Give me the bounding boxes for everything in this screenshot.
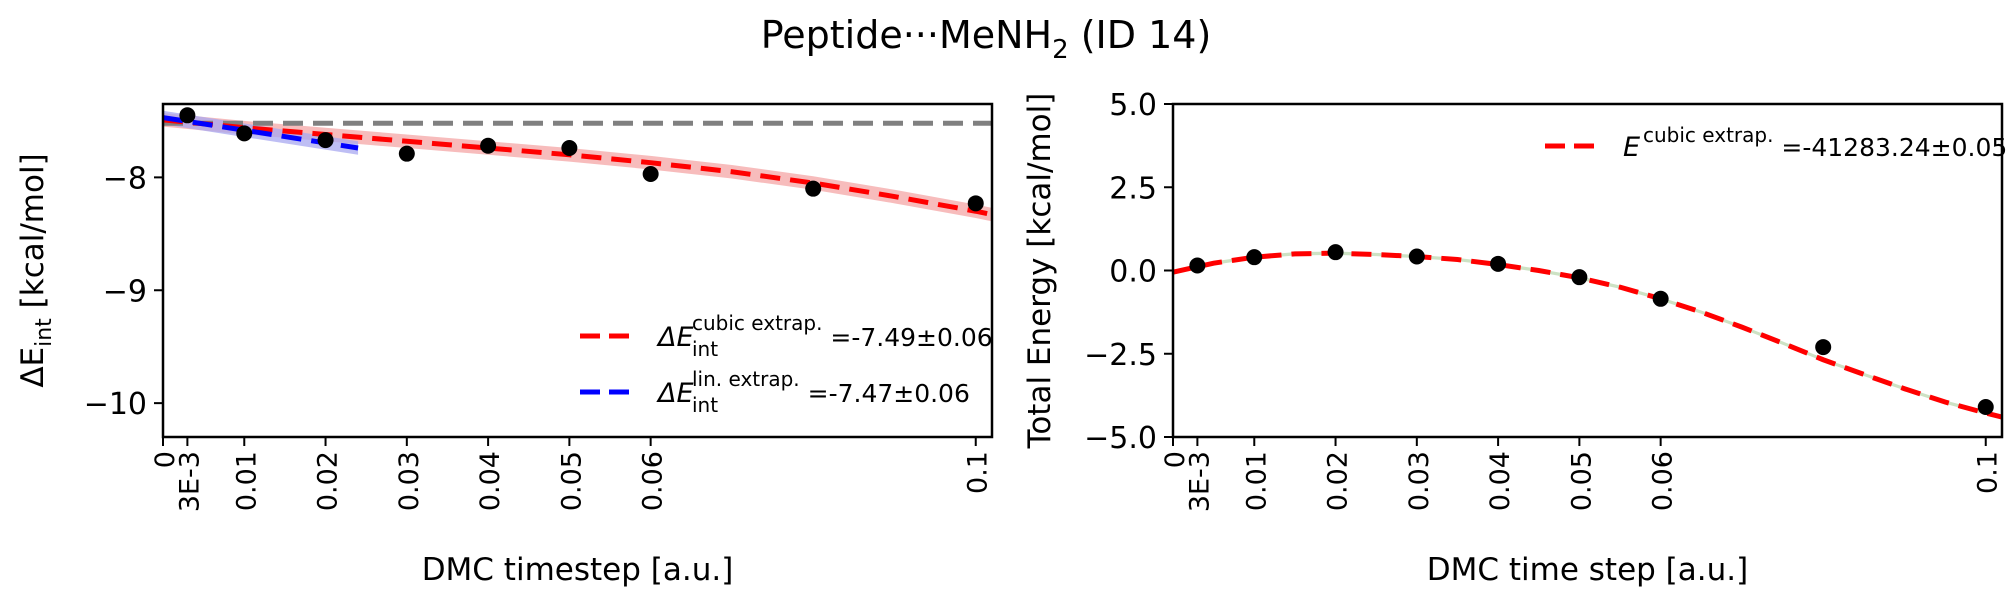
plot-area (163, 110, 992, 222)
data-point (1327, 244, 1344, 261)
data-point (967, 195, 984, 212)
legend-label: ΔEintlin. extrap. =-7.47±0.06 (656, 367, 970, 417)
x-tick-label: 0.01 (231, 451, 262, 511)
data-point (1408, 248, 1425, 265)
y-tick-label: 5.0 (1109, 88, 1157, 123)
data-point (1571, 269, 1588, 286)
data-point (1977, 399, 1994, 416)
x-tick-label: 0 (150, 451, 181, 468)
x-tick-label: 0.1 (1973, 451, 2004, 494)
figure-title-tail: (ID 14) (1069, 13, 1212, 57)
data-point (179, 107, 196, 124)
data-point (398, 145, 415, 162)
y-tick-label: 0.0 (1109, 255, 1157, 290)
x-tick-label: 0.04 (475, 451, 506, 511)
legend: ΔEintcubic extrap. =-7.49±0.06 ΔEintlin. … (580, 311, 993, 417)
y-axis-label: Total Energy [kcal/mol] (1022, 93, 1058, 450)
data-point (480, 137, 497, 154)
data-point (1246, 249, 1263, 266)
data-point (805, 180, 822, 197)
data-point (642, 165, 659, 182)
x-tick-label: 0.02 (313, 451, 344, 511)
x-tick-label: 0.06 (1648, 451, 1679, 511)
figure-title: Peptide···MeNH2 (ID 14) (761, 13, 1212, 65)
x-tick-label: 0 (1160, 451, 1191, 468)
data-point (1815, 339, 1832, 356)
x-tick-label: 0.03 (1404, 451, 1435, 511)
x-tick-label: 0.1 (963, 451, 994, 494)
x-axis-label: DMC timestep [a.u.] (422, 552, 734, 588)
plot-area (1173, 250, 2002, 420)
x-tick-label: 0.04 (1485, 451, 1516, 511)
x-tick-label: 0.06 (638, 451, 669, 511)
data-point (236, 125, 253, 142)
x-tick-label: 0.03 (394, 451, 425, 511)
y-tick-label: −9 (103, 274, 147, 309)
x-tick-label: 0.02 (1323, 451, 1354, 511)
x-tick-label: 0.05 (556, 451, 587, 511)
legend-label: ΔEintcubic extrap. =-7.49±0.06 (656, 311, 993, 361)
x-tick-label: 0.01 (1241, 451, 1272, 511)
x-tick-label: 3E-3 (174, 451, 205, 512)
y-tick-label: −2.5 (1084, 338, 1157, 373)
data-point (317, 132, 334, 149)
plot-frame (161, 102, 994, 439)
y-tick-label: −10 (84, 387, 147, 422)
series-band-0 (1173, 251, 2002, 419)
series-band-0 (163, 113, 992, 222)
y-axis-label: ΔEint [kcal/mol] (15, 153, 57, 387)
series-line-0 (1173, 250, 2002, 420)
data-point (1189, 257, 1206, 274)
y-tick-label: 2.5 (1109, 171, 1157, 206)
figure-title-main: Peptide···MeNH (761, 13, 1052, 57)
data-point (1652, 290, 1669, 307)
data-point (561, 140, 578, 157)
y-tick-label: −5.0 (1084, 421, 1157, 456)
total-energy-chart: 03E-3 0.01 0.02 0.03 0.04 0.05 0.06 0.1 5.0 2.5 0.… (1022, 88, 2007, 588)
data-point (1490, 255, 1507, 272)
x-tick-label: 0.05 (1566, 451, 1597, 511)
y-tick-label: −8 (103, 161, 147, 196)
interaction-energy-chart: 03E-3 0.01 0.02 0.03 0.04 0.05 0.06 0.1 −8 −9 −10 D… (15, 102, 994, 588)
x-tick-label: 3E-3 (1184, 451, 1215, 512)
x-axis-label: DMC time step [a.u.] (1427, 552, 1748, 588)
figure-title-sub: 2 (1052, 35, 1069, 65)
